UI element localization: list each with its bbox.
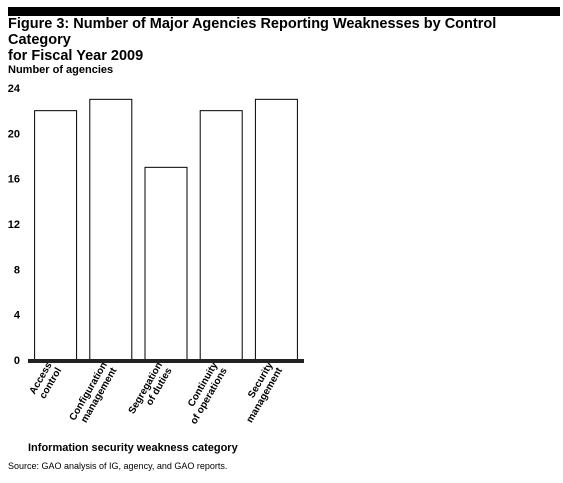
y-tick-label: 24 bbox=[8, 83, 21, 95]
y-tick-label: 0 bbox=[14, 355, 20, 367]
bar bbox=[254, 98, 298, 361]
figure-title-line-1: Figure 3: Number of Major Agencies Repor… bbox=[8, 16, 497, 48]
bar bbox=[199, 110, 243, 361]
bar bbox=[89, 98, 133, 361]
y-tick-label: 8 bbox=[14, 264, 20, 276]
y-tick-label: 4 bbox=[14, 310, 21, 322]
title-rule bbox=[8, 7, 560, 16]
y-tick-label: 12 bbox=[8, 219, 20, 231]
figure-title-line-2: for Fiscal Year 2009 bbox=[8, 48, 144, 64]
bar bbox=[144, 166, 188, 361]
y-axis-label: Number of agencies bbox=[8, 64, 114, 76]
source-note: Source: GAO analysis of IG, agency, and … bbox=[8, 461, 228, 471]
y-tick-label: 16 bbox=[8, 174, 20, 186]
bar bbox=[34, 110, 78, 361]
y-tick-label: 20 bbox=[8, 128, 20, 140]
x-axis-line bbox=[28, 359, 304, 363]
x-axis-label: Information security weakness category bbox=[28, 442, 238, 454]
figure-title: Figure 3: Number of Major Agencies Repor… bbox=[8, 16, 558, 64]
